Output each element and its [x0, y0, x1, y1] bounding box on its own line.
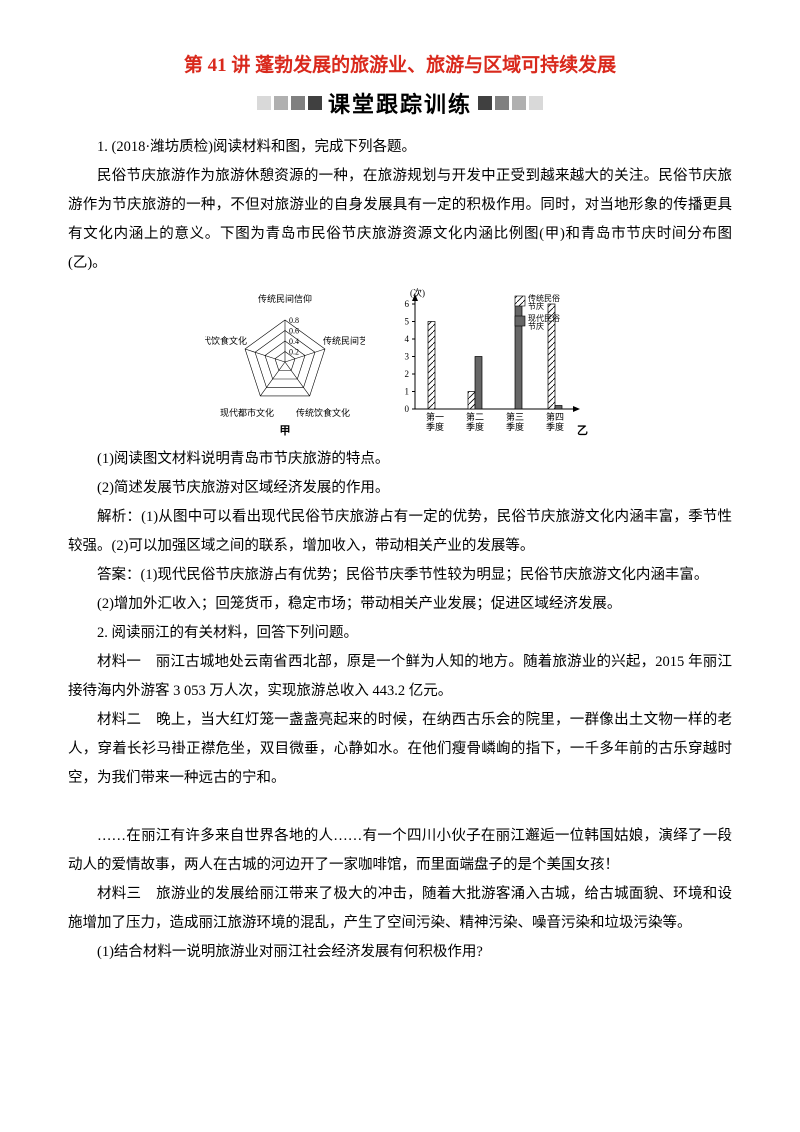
- body-paragraphs: (1)阅读图文材料说明青岛市节庆旅游的特点。(2)简述发展节庆旅游对区域经济发展…: [68, 445, 732, 967]
- svg-text:(次): (次): [410, 287, 425, 298]
- banner-square: [274, 96, 288, 110]
- banner-squares-left: [257, 96, 322, 110]
- paragraph: 解析：(1)从图中可以看出现代民俗节庆旅游占有一定的优势，民俗节庆旅游文化内涵丰…: [68, 503, 732, 561]
- svg-text:0.6: 0.6: [289, 327, 299, 336]
- svg-text:季度: 季度: [506, 421, 524, 432]
- banner-square: [308, 96, 322, 110]
- paragraph: 材料一 丽江古城地处云南省西北部，原是一个鲜为人知的地方。随着旅游业的兴起，20…: [68, 648, 732, 706]
- svg-text:0: 0: [405, 404, 410, 414]
- svg-text:现代饮食文化: 现代饮食文化: [205, 335, 247, 346]
- svg-text:传统饮食文化: 传统饮食文化: [296, 407, 350, 418]
- svg-text:第二: 第二: [466, 411, 484, 422]
- banner-square: [495, 96, 509, 110]
- svg-text:节庆: 节庆: [528, 321, 544, 331]
- radar-chart: 传统民间信仰传统民间艺术传统饮食文化 现代都市文化 现代饮食文化 0.2 0.40.6 0…: [205, 284, 365, 439]
- banner-text: 课堂跟踪训练: [328, 87, 472, 119]
- bar-chart: (次)0123456第一季度第二季度第三季度第四季度传统民俗节庆现代民俗节庆乙: [385, 284, 595, 439]
- title-prefix: 第: [184, 55, 208, 76]
- paragraph: (1)阅读图文材料说明青岛市节庆旅游的特点。: [68, 445, 732, 474]
- paragraph: (2)增加外汇收入；回笼货币，稳定市场；带动相关产业发展；促进区域经济发展。: [68, 590, 732, 619]
- svg-text:6: 6: [405, 299, 410, 309]
- title-suffix: 讲 蓬勃发展的旅游业、旅游与区域可持续发展: [227, 55, 617, 76]
- banner-square: [291, 96, 305, 110]
- svg-text:季度: 季度: [466, 421, 484, 432]
- svg-text:第四: 第四: [546, 411, 564, 422]
- svg-text:4: 4: [405, 334, 410, 344]
- section-banner: 课堂跟踪训练: [68, 87, 732, 119]
- svg-text:现代都市文化: 现代都市文化: [220, 407, 274, 418]
- svg-text:季度: 季度: [426, 421, 444, 432]
- paragraph: ……在丽江有许多来自世界各地的人……有一个四川小伙子在丽江邂逅一位韩国姑娘，演绎…: [68, 822, 732, 880]
- paragraph: [68, 793, 732, 822]
- svg-text:3: 3: [405, 352, 410, 362]
- paragraph: 1. (2018·潍坊质检)阅读材料和图，完成下列各题。: [68, 133, 732, 162]
- svg-text:传统民间信仰: 传统民间信仰: [258, 293, 312, 304]
- svg-text:1: 1: [405, 387, 410, 397]
- paragraph: (1)结合材料一说明旅游业对丽江社会经济发展有何积极作用?: [68, 938, 732, 967]
- paragraph: 2. 阅读丽江的有关材料，回答下列问题。: [68, 619, 732, 648]
- svg-text:节庆: 节庆: [528, 301, 544, 311]
- svg-text:乙: 乙: [577, 424, 588, 437]
- svg-text:第一: 第一: [426, 411, 444, 422]
- paragraph: 民俗节庆旅游作为旅游休憩资源的一种，在旅游规划与开发中正受到越来越大的关注。民俗…: [68, 162, 732, 278]
- svg-text:季度: 季度: [546, 421, 564, 432]
- banner-squares-right: [478, 96, 543, 110]
- svg-text:5: 5: [405, 317, 410, 327]
- svg-text:传统民间艺术: 传统民间艺术: [323, 335, 365, 346]
- banner-square: [529, 96, 543, 110]
- svg-text:0.2: 0.2: [289, 348, 299, 357]
- svg-text:甲: 甲: [280, 424, 291, 437]
- banner-square: [257, 96, 271, 110]
- paragraph: 材料二 晚上，当大红灯笼一盏盏亮起来的时候，在纳西古乐会的院里，一群像出土文物一…: [68, 706, 732, 793]
- intro-paragraphs: 1. (2018·潍坊质检)阅读材料和图，完成下列各题。民俗节庆旅游作为旅游休憩…: [68, 133, 732, 278]
- paragraph: 材料三 旅游业的发展给丽江带来了极大的冲击，随着大批游客涌入古城，给古城面貌、环…: [68, 880, 732, 938]
- chart-container: 传统民间信仰传统民间艺术传统饮食文化 现代都市文化 现代饮食文化 0.2 0.40.6 0…: [68, 284, 732, 439]
- paragraph: (2)简述发展节庆旅游对区域经济发展的作用。: [68, 474, 732, 503]
- svg-text:第三: 第三: [506, 411, 524, 422]
- paragraph: 答案：(1)现代民俗节庆旅游占有优势；民俗节庆季节性较为明显；民俗节庆旅游文化内…: [68, 561, 732, 590]
- lesson-title: 第 41 讲 蓬勃发展的旅游业、旅游与区域可持续发展: [68, 50, 732, 77]
- title-number: 41: [208, 55, 227, 76]
- banner-square: [478, 96, 492, 110]
- svg-text:0.8: 0.8: [289, 316, 299, 325]
- svg-text:0.4: 0.4: [289, 337, 299, 346]
- svg-text:2: 2: [405, 369, 410, 379]
- banner-square: [512, 96, 526, 110]
